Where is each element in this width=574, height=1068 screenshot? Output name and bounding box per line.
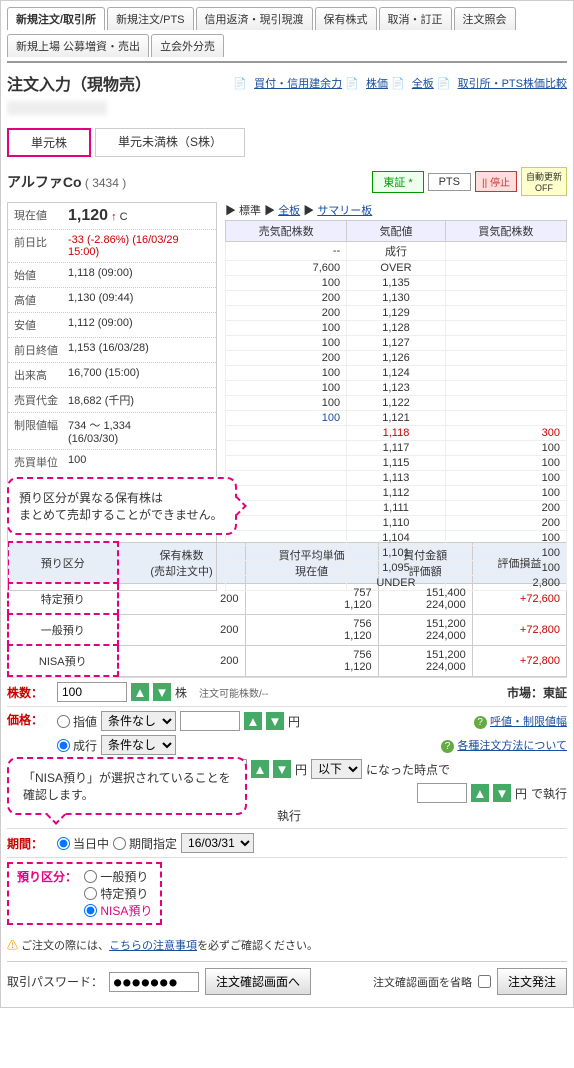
account-blur: [7, 101, 107, 115]
submit-button[interactable]: 注文発注: [497, 968, 567, 995]
trigger-cond-select[interactable]: 以下: [311, 759, 362, 779]
help-tick[interactable]: 呼値・制限値幅: [490, 716, 567, 728]
label-period: 期間：: [7, 835, 57, 852]
auto-refresh-button[interactable]: 自動更新 OFF: [521, 167, 567, 196]
radio-dep-general[interactable]: [84, 870, 97, 883]
board-links: ▶ 標準 ▶ 全板 ▶ サマリー板: [225, 202, 567, 218]
label-deposit: 預り区分：: [17, 870, 77, 884]
stock-code: ( 3434 ): [85, 176, 126, 190]
radio-dep-specific[interactable]: [84, 887, 97, 900]
radio-dep-nisa[interactable]: [84, 904, 97, 917]
unit-tab-s[interactable]: 単元未満株（S株）: [95, 128, 245, 157]
tab2-1[interactable]: 立会外分売: [151, 34, 224, 57]
tab-0[interactable]: 新規注文/取引所: [7, 7, 105, 30]
limit-price-input[interactable]: [180, 711, 240, 731]
toplink-0[interactable]: 買付・信用建余力: [254, 78, 342, 90]
tab-5[interactable]: 注文照会: [454, 7, 516, 30]
radio-market[interactable]: [57, 739, 70, 752]
skip-checkbox[interactable]: [478, 975, 491, 988]
tab-3[interactable]: 保有株式: [315, 7, 377, 30]
help-icon-2: ?: [441, 740, 454, 753]
price-up-2[interactable]: ▲: [251, 760, 269, 778]
exec-price-input[interactable]: [417, 783, 467, 803]
stock-name: アルファCo: [7, 174, 82, 190]
callout-nisa-confirm: 「NISA預り」が選択されていることを 確認します。: [7, 757, 247, 815]
board-table: 売気配株数気配値買気配株数 --成行7,600OVER1001,1352001,…: [225, 220, 567, 591]
help-icon: ?: [474, 716, 487, 729]
link-full-board[interactable]: 全板: [278, 205, 300, 217]
price-down-3[interactable]: ▼: [493, 784, 511, 802]
qty-down[interactable]: ▼: [153, 683, 171, 701]
password-input[interactable]: [109, 972, 199, 992]
unit-tab-tangen[interactable]: 単元株: [7, 128, 91, 157]
warning-icon: ⚠: [7, 940, 18, 952]
toplink-1[interactable]: 株価: [366, 78, 388, 90]
callout-deposit-warning: 預り区分が異なる保有株は まとめて売却することができません。: [7, 477, 237, 535]
label-price: 価格：: [7, 711, 57, 728]
price-down-2[interactable]: ▼: [273, 760, 291, 778]
radio-limit[interactable]: [57, 715, 70, 728]
cond-select-1[interactable]: 条件なし: [101, 711, 176, 731]
period-date-select[interactable]: 16/03/31: [181, 833, 254, 853]
tab-1[interactable]: 新規注文/PTS: [107, 7, 193, 30]
warning-link[interactable]: こちらの注意事項: [109, 940, 197, 952]
help-order-types[interactable]: 各種注文方法について: [457, 740, 567, 752]
venue-tse[interactable]: 東証 *: [372, 171, 423, 193]
label-password: 取引パスワード：: [7, 973, 103, 990]
venue-pts[interactable]: PTS: [428, 173, 471, 191]
top-links: 📄 買付・信用建余力 📄 株価 📄 全板 📄 取引所・PTS株価比較: [233, 75, 567, 91]
warning-text: ⚠ ご注文の際には、こちらの注意事項を必ずご確認ください。: [7, 937, 567, 953]
link-summary-board[interactable]: サマリー板: [317, 205, 372, 217]
confirm-button[interactable]: 注文確認画面へ: [205, 968, 311, 995]
label-qty: 株数：: [7, 684, 57, 701]
tab-4[interactable]: 取消・訂正: [379, 7, 452, 30]
cond-select-2[interactable]: 条件なし: [101, 735, 176, 755]
deposit-box: 預り区分： 一般預り 特定預り NISA預り: [7, 862, 162, 925]
toplink-2[interactable]: 全板: [412, 78, 434, 90]
price-up-1[interactable]: ▲: [244, 712, 262, 730]
toplink-3[interactable]: 取引所・PTS株価比較: [458, 78, 567, 90]
page-title: 注文入力（現物売）: [7, 71, 151, 95]
stop-button[interactable]: || 停止: [475, 171, 517, 192]
qty-input[interactable]: [57, 682, 127, 702]
radio-today[interactable]: [57, 837, 70, 850]
price-up-3[interactable]: ▲: [471, 784, 489, 802]
tab-2[interactable]: 信用返済・現引現渡: [196, 7, 313, 30]
price-down-1[interactable]: ▼: [266, 712, 284, 730]
radio-period[interactable]: [113, 837, 126, 850]
qty-up[interactable]: ▲: [131, 683, 149, 701]
tab2-0[interactable]: 新規上場 公募増資・売出: [7, 34, 149, 57]
